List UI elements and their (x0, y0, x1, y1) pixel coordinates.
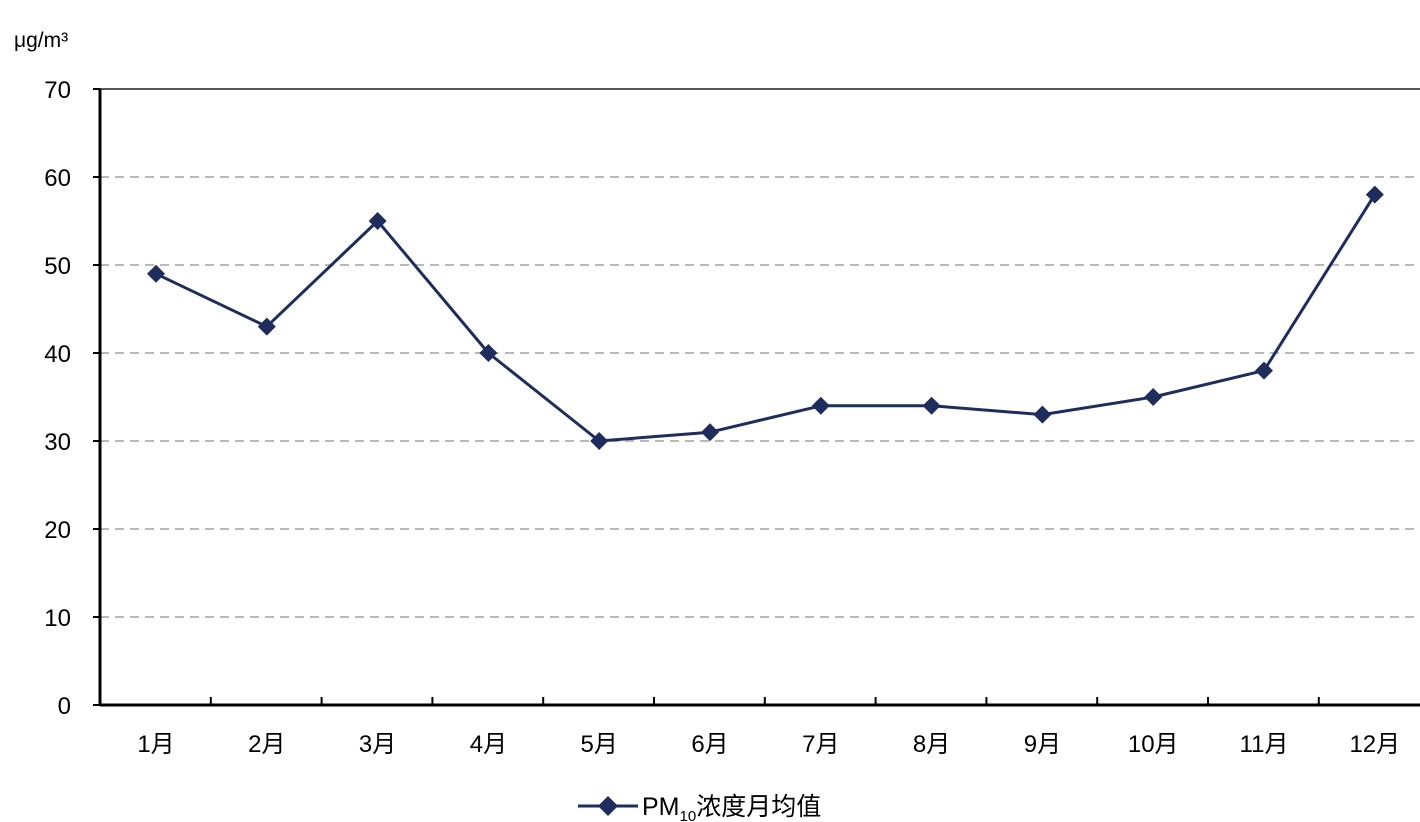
y-tick-label: 60 (44, 165, 71, 192)
legend-label-prefix: PM (642, 793, 680, 821)
x-tick-label: 7月 (802, 731, 839, 758)
x-tick-label: 10月 (1128, 731, 1179, 758)
y-tick-label: 50 (44, 253, 71, 280)
x-tick-label: 4月 (470, 731, 507, 758)
data-point-marker (1255, 361, 1273, 380)
legend-label-suffix: 浓度月均值 (696, 793, 821, 821)
y-tick-label: 0 (58, 693, 71, 720)
y-tick-label: 20 (44, 517, 71, 544)
data-point-marker (1365, 185, 1384, 204)
y-tick-label: 40 (44, 341, 71, 368)
legend-diamond-marker (598, 796, 618, 816)
data-point-marker (922, 396, 941, 415)
gridlines (100, 176, 1420, 618)
data-point-marker (811, 396, 830, 415)
series-line (155, 193, 1377, 443)
y-axis-unit-label: μg/m³ (14, 29, 68, 52)
legend-label: PM10浓度月均值 (642, 793, 821, 822)
x-tick-label: 11月 (1240, 731, 1289, 758)
x-tick-label: 5月 (581, 731, 618, 758)
x-tick-label: 6月 (691, 731, 728, 758)
x-tick-label: 8月 (913, 731, 950, 758)
data-point-marker (257, 317, 276, 336)
data-point-marker (701, 423, 719, 442)
data-point-marker (590, 432, 609, 450)
x-tick-labels: 1月 2月 3月 4月 5月 6月 7月 8月 9月 10月 11月 12月 (137, 731, 1400, 758)
axes (93, 88, 1420, 707)
legend: PM10浓度月均值 (578, 793, 821, 822)
data-series (147, 185, 1384, 450)
data-point-marker (368, 212, 387, 230)
y-tick-labels: 0 10 20 30 40 50 60 70 (44, 77, 71, 720)
x-tick-label: 1月 (137, 731, 174, 758)
data-point-marker (1144, 388, 1163, 406)
y-tick-label: 30 (44, 429, 71, 456)
y-tick-label: 70 (44, 77, 71, 104)
x-tick-label: 12月 (1349, 731, 1400, 758)
y-tick-label: 10 (44, 605, 71, 632)
legend-label-subscript: 10 (680, 808, 697, 822)
data-point-marker (147, 264, 165, 283)
x-tick-label: 2月 (248, 731, 285, 758)
data-point-marker (1033, 405, 1052, 424)
x-tick-label: 9月 (1024, 731, 1061, 758)
data-point-marker (479, 344, 498, 362)
x-tick-label: 3月 (359, 731, 396, 758)
